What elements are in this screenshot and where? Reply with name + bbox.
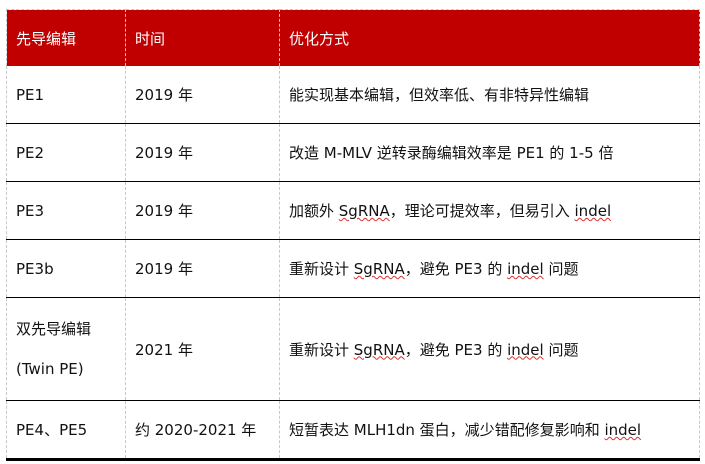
spellcheck-word: indel bbox=[604, 421, 642, 439]
table-row: PE4、PE5 约 2020-2021 年 短暂表达 MLH1dn 蛋白，减少错… bbox=[6, 400, 700, 461]
cell-method[interactable]: 重新设计 SgRNA，避免 PE3 的 indel 问题 bbox=[279, 297, 700, 401]
cell-editor[interactable]: PE3 bbox=[6, 181, 126, 240]
cell-time[interactable]: 约 2020-2021 年 bbox=[125, 400, 280, 461]
cell-editor[interactable]: PE2 bbox=[6, 123, 126, 182]
cell-method[interactable]: 短暂表达 MLH1dn 蛋白，减少错配修复影响和 indel bbox=[279, 400, 700, 461]
text: ，理论可提效率，但易引入 bbox=[389, 202, 575, 220]
spellcheck-word: indel bbox=[507, 340, 544, 359]
cell-time[interactable]: 2019 年 bbox=[125, 66, 280, 124]
text: 加额外 bbox=[289, 202, 339, 220]
text: ，避免 PE3 的 bbox=[404, 340, 508, 359]
text: ，避免 PE3 的 bbox=[404, 260, 508, 278]
prime-editing-table: 先导编辑 时间 优化方式 PE1 2019 年 能实现基本编辑，但效率低、有非特… bbox=[6, 9, 700, 461]
table-row: PE3 2019 年 加额外 SgRNA，理论可提效率，但易引入 indel bbox=[6, 181, 700, 240]
cell-editor[interactable]: PE3b bbox=[6, 239, 126, 298]
cell-editor[interactable]: PE4、PE5 bbox=[6, 400, 126, 461]
text: 重新设计 bbox=[289, 340, 354, 359]
cell-method[interactable]: 改造 M-MLV 逆转录酶编辑效率是 PE1 的 1-5 倍 bbox=[279, 123, 700, 182]
spellcheck-word: SgRNA bbox=[353, 260, 405, 278]
table-row: PE3b 2019 年 重新设计 SgRNA，避免 PE3 的 indel 问题 bbox=[6, 239, 700, 298]
cell-editor[interactable]: PE1 bbox=[6, 66, 126, 124]
table-row: PE2 2019 年 改造 M-MLV 逆转录酶编辑效率是 PE1 的 1-5 … bbox=[6, 123, 700, 182]
header-time: 时间 bbox=[125, 9, 280, 66]
cell-method[interactable]: 加额外 SgRNA，理论可提效率，但易引入 indel bbox=[279, 181, 700, 240]
text: 重新设计 bbox=[289, 260, 354, 278]
spellcheck-word: SgRNA bbox=[338, 202, 390, 220]
text: 问题 bbox=[543, 260, 579, 278]
header-row: 先导编辑 时间 优化方式 bbox=[6, 9, 700, 66]
cell-time[interactable]: 2019 年 bbox=[125, 239, 280, 298]
spellcheck-word: indel bbox=[574, 202, 612, 220]
text: 问题 bbox=[543, 340, 579, 359]
spellcheck-word: SgRNA bbox=[353, 340, 405, 359]
text: 短暂表达 MLH1dn 蛋白，减少错配修复影响和 bbox=[289, 421, 605, 439]
cell-time[interactable]: 2019 年 bbox=[125, 181, 280, 240]
cell-time[interactable]: 2021 年 bbox=[125, 297, 280, 401]
cell-method[interactable]: 能实现基本编辑，但效率低、有非特异性编辑 bbox=[279, 66, 700, 124]
cell-time[interactable]: 2019 年 bbox=[125, 123, 280, 182]
editor-line: 双先导编辑 bbox=[16, 320, 92, 338]
header-method: 优化方式 bbox=[279, 9, 700, 66]
table-row: PE1 2019 年 能实现基本编辑，但效率低、有非特异性编辑 bbox=[6, 66, 700, 124]
header-editor: 先导编辑 bbox=[6, 9, 126, 66]
cell-editor[interactable]: 双先导编辑 (Twin PE) bbox=[6, 297, 126, 401]
cell-method[interactable]: 重新设计 SgRNA，避免 PE3 的 indel 问题 bbox=[279, 239, 700, 298]
table-row: 双先导编辑 (Twin PE) 2021 年 重新设计 SgRNA，避免 PE3 … bbox=[6, 297, 700, 401]
spellcheck-word: indel bbox=[507, 260, 544, 278]
editor-line: (Twin PE) bbox=[16, 360, 84, 378]
